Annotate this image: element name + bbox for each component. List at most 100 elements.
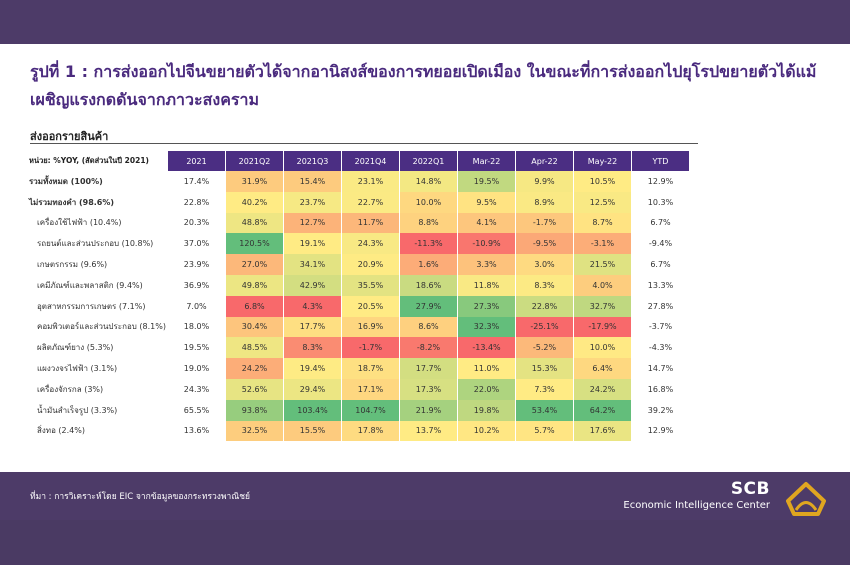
- table-cell: 53.4%: [516, 399, 573, 421]
- table-body: รวมทั้งหมด (100%) 17.4% 31.9% 15.4% 23.1% 14.…: [29, 171, 689, 442]
- table-cell: 11.0%: [458, 358, 515, 379]
- column-header: May-22: [574, 151, 631, 171]
- table-cell: 17.7%: [400, 358, 457, 379]
- table-cell: 27.9%: [400, 295, 457, 317]
- table-cell: -9.5%: [516, 233, 573, 255]
- table-header-row: หน่วย: %YOY, (สัดส่วนในปี 2021) 2021 202…: [29, 151, 689, 171]
- column-header: 2021Q4: [342, 151, 399, 171]
- table-row: น้ำมันสำเร็จรูป (3.3%) 65.5% 93.8% 103.4% 10…: [29, 399, 689, 421]
- top-banner: [0, 0, 850, 44]
- table-cell: 11.7%: [342, 212, 399, 234]
- table-cell: 39.2%: [647, 405, 674, 415]
- table-row: สิ่งทอ (2.4%) 13.6% 32.5% 15.5% 17.8% 13.7% 10…: [29, 420, 689, 442]
- table-cell: 12.9%: [647, 176, 674, 186]
- table-cell: -25.1%: [516, 316, 573, 338]
- table-cell: 32.5%: [226, 420, 283, 442]
- column-header: Mar-22: [458, 151, 515, 171]
- row-label: อุตสาหกรรมการเกษตร (7.1%): [37, 301, 146, 311]
- table-cell: 48.8%: [226, 212, 283, 234]
- table-cell: 8.9%: [516, 191, 573, 213]
- table-cell: 37.0%: [183, 239, 210, 249]
- table-cell: 17.8%: [342, 420, 399, 442]
- table-cell: 15.5%: [284, 420, 341, 442]
- table-cell: -10.9%: [458, 233, 515, 255]
- table-cell: 21.5%: [574, 254, 631, 275]
- table-cell: 10.5%: [574, 171, 631, 192]
- table-cell: 32.7%: [574, 295, 631, 317]
- table-cell: 49.8%: [226, 274, 283, 296]
- table-row: อุตสาหกรรมการเกษตร (7.1%) 7.0% 6.8% 4.3% 20.…: [29, 295, 689, 317]
- table-cell: 52.6%: [226, 378, 283, 400]
- table-cell: 3.3%: [458, 254, 515, 275]
- table-row: เครื่องจักรกล (3%) 24.3% 52.6% 29.4% 17.1% 17…: [29, 378, 689, 400]
- source-note: ที่มา : การวิเคราะห์โดย EIC จากข้อมูลของ…: [30, 492, 250, 502]
- table-cell: 32.3%: [458, 316, 515, 338]
- footer-lower-band: [0, 520, 850, 565]
- table-cell: -3.1%: [574, 233, 631, 255]
- table-cell: 19.5%: [458, 171, 515, 192]
- table-cell: 9.9%: [516, 171, 573, 192]
- table-cell: 19.4%: [284, 358, 341, 379]
- row-label: น้ำมันสำเร็จรูป (3.3%): [37, 405, 118, 415]
- table-cell: 11.8%: [458, 274, 515, 296]
- table-cell: 12.9%: [647, 426, 674, 436]
- table-cell: 30.4%: [226, 316, 283, 338]
- table-cell: 10.3%: [647, 197, 674, 207]
- table-cell: 23.7%: [284, 191, 341, 213]
- table-cell: 17.7%: [284, 316, 341, 338]
- table-cell: 6.7%: [650, 218, 671, 228]
- table-cell: 4.1%: [458, 212, 515, 234]
- table-cell: 18.7%: [342, 358, 399, 379]
- table-cell: 6.7%: [650, 260, 671, 270]
- row-label: ไม่รวมทองคำ (98.6%): [29, 197, 115, 207]
- column-header: 2021Q2: [226, 151, 283, 171]
- table-cell: -11.3%: [400, 233, 457, 255]
- table-cell: 15.4%: [284, 171, 341, 192]
- table-cell: 14.7%: [647, 364, 674, 374]
- column-header: YTD: [632, 151, 689, 171]
- table-cell: 29.4%: [284, 378, 341, 400]
- table-row: ผลิตภัณฑ์ยาง (5.3%) 19.5% 48.5% 8.3% -1.7% -8…: [29, 337, 689, 359]
- table-cell: 17.6%: [574, 420, 631, 442]
- table-cell: 17.3%: [400, 378, 457, 400]
- table-cell: 104.7%: [342, 399, 399, 421]
- table-cell: 4.0%: [574, 274, 631, 296]
- table-cell: 27.0%: [226, 254, 283, 275]
- logo-text-eic: Economic Intelligence Center: [623, 500, 770, 511]
- table-cell: 24.2%: [226, 358, 283, 379]
- row-label: เคมีภัณฑ์และพลาสติก (9.4%): [37, 280, 143, 290]
- table-cell: 17.4%: [183, 176, 210, 186]
- table-cell: 34.1%: [284, 254, 341, 275]
- table-cell: -5.2%: [516, 337, 573, 359]
- table-cell: 21.9%: [400, 399, 457, 421]
- scb-eic-logo: SCB Economic Intelligence Center: [623, 478, 828, 518]
- table-row: ไม่รวมทองคำ (98.6%) 22.8% 40.2% 23.7% 22.7% 1…: [29, 191, 689, 213]
- table-cell: -4.3%: [648, 343, 673, 353]
- table-row: เกษตรกรรม (9.6%) 23.9% 27.0% 34.1% 20.9% 1.6%…: [29, 254, 689, 275]
- table-cell: 5.7%: [516, 420, 573, 442]
- table-cell: 6.4%: [574, 358, 631, 379]
- table-row: เคมีภัณฑ์และพลาสติก (9.4%) 36.9% 49.8% 42.9…: [29, 274, 689, 296]
- table-cell: -17.9%: [574, 316, 631, 338]
- row-label: เครื่องจักรกล (3%): [37, 384, 104, 394]
- section-divider: [30, 143, 698, 144]
- table-cell: 16.9%: [342, 316, 399, 338]
- table-cell: 22.8%: [516, 295, 573, 317]
- table-cell: 7.0%: [186, 301, 207, 311]
- section-title: ส่งออกรายสินค้า: [30, 130, 109, 143]
- table-cell: 103.4%: [284, 399, 341, 421]
- table-row: รวมทั้งหมด (100%) 17.4% 31.9% 15.4% 23.1% 14.…: [29, 171, 689, 192]
- table-cell: 22.8%: [183, 197, 210, 207]
- table-cell: 19.8%: [458, 399, 515, 421]
- table-cell: 24.2%: [574, 378, 631, 400]
- table-cell: 12.7%: [284, 212, 341, 234]
- row-label: เกษตรกรรม (9.6%): [37, 260, 108, 270]
- row-label: ผลิตภัณฑ์ยาง (5.3%): [37, 343, 114, 353]
- row-label: เครื่องใช้ไฟฟ้า (10.4%): [37, 218, 122, 228]
- table-cell: 27.3%: [458, 295, 515, 317]
- table-cell: 19.1%: [284, 233, 341, 255]
- table-cell: 8.3%: [284, 337, 341, 359]
- table-cell: 19.5%: [183, 343, 210, 353]
- table-cell: 31.9%: [226, 171, 283, 192]
- logo-text-scb: SCB: [730, 479, 770, 499]
